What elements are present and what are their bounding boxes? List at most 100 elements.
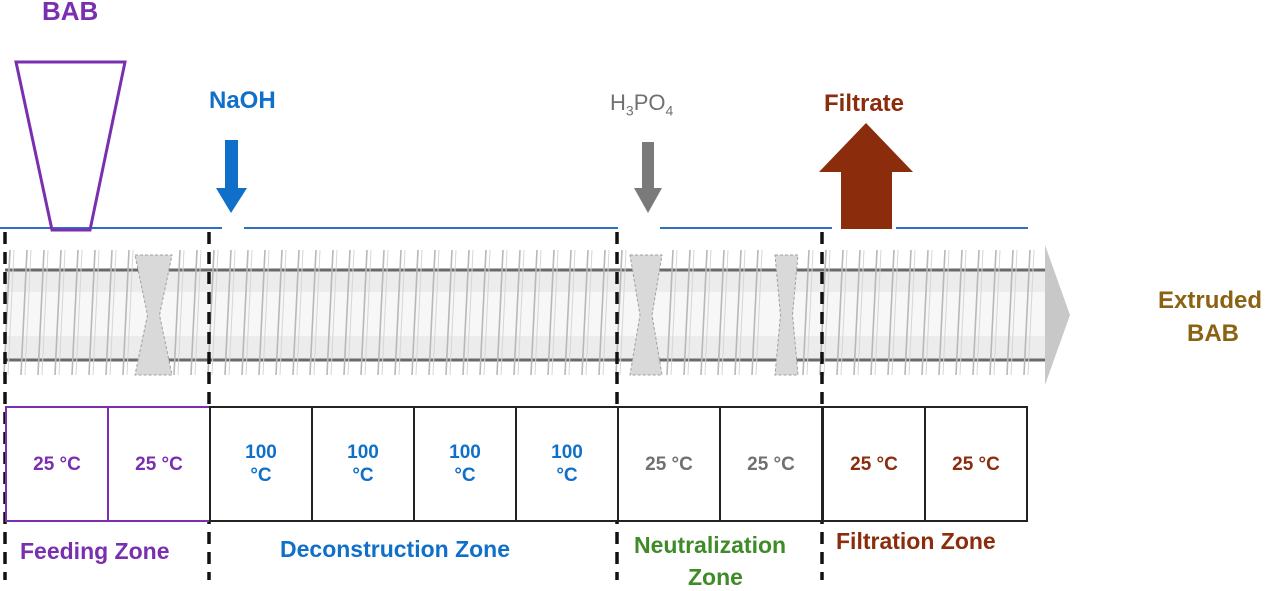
screw-flight-edge [177, 249, 185, 376]
screw-flight [870, 249, 878, 376]
screw-flight [734, 249, 742, 376]
temp-value: 100 °C [245, 442, 277, 486]
temp-cell-3: 100 °C [209, 406, 313, 522]
screw-flight-edge [976, 249, 984, 376]
screw-flight-edge [194, 249, 202, 376]
naoh-label: NaOH [209, 87, 276, 114]
screw-flight-edge [483, 249, 491, 376]
screw-flight-edge [449, 249, 457, 376]
zone-separators [3, 232, 824, 580]
screw-flight [309, 249, 317, 376]
screw-flight [1006, 249, 1014, 376]
screw-flight-edge [1027, 249, 1035, 376]
screw-flight-edge [857, 249, 865, 376]
screw-flight-edge [602, 249, 610, 376]
screw-flight [292, 249, 300, 376]
screw-flight-edge [466, 249, 474, 376]
screw-flight-edge [41, 249, 49, 376]
screw-flight [411, 249, 419, 376]
screw-flight-edge [738, 249, 746, 376]
screw-flight-edge [279, 249, 287, 376]
screw-flight [530, 249, 538, 376]
h3po4-po: PO [633, 90, 666, 115]
screw-flight-edge [211, 249, 219, 376]
temp-value: 100 °C [551, 442, 583, 486]
screw-flight [54, 249, 62, 376]
extruded-label-line2: BAB [1187, 320, 1239, 347]
screw-flight-edge [551, 249, 559, 376]
h3po4-label: H3PO4 [610, 90, 673, 118]
screw-flight [479, 249, 487, 376]
screw-flight-edge [806, 249, 814, 376]
screw-flight [598, 249, 606, 376]
filtrate-outlet-arrow [819, 123, 913, 229]
screw-flight-edge [823, 249, 831, 376]
screw-flight-edge [245, 249, 253, 376]
screw-flight [20, 249, 28, 376]
screw-flight-edge [568, 249, 576, 376]
screw-flight [751, 249, 759, 376]
screw-flight [1023, 249, 1031, 376]
screw-flight [241, 249, 249, 376]
screw-flight [71, 249, 79, 376]
temp-cell-4: 100 °C [311, 406, 415, 522]
screw-flight-edge [58, 249, 66, 376]
screw-flight [989, 249, 997, 376]
temp-value: 100 °C [347, 442, 379, 486]
screw-flight-edge [500, 249, 508, 376]
screw-flight [802, 249, 810, 376]
screw-flight-edge [7, 249, 15, 376]
zone-label-neutralization-line1: Neutralization [634, 532, 787, 558]
screw-flight [445, 249, 453, 376]
screw-flight [955, 249, 963, 376]
screw-flight-edge [687, 249, 695, 376]
screw-flight [717, 249, 725, 376]
screw-flight-edge [228, 249, 236, 376]
screw-tip [1045, 245, 1070, 385]
screw-flight [190, 249, 198, 376]
filtrate-label: Filtrate [824, 90, 905, 117]
screw-flight-edge [313, 249, 321, 376]
kneading-block [629, 254, 663, 376]
screw-flight-edge [415, 249, 423, 376]
screw-flight [326, 249, 334, 376]
screw-flight-edge [432, 249, 440, 376]
h3po4-sub4: 4 [665, 102, 674, 119]
screw-flight [377, 249, 385, 376]
screw-flight-edge [925, 249, 933, 376]
screw-flight [513, 249, 521, 376]
screw-flight [105, 249, 113, 376]
screw-flight-edge [24, 249, 32, 376]
screw-flight-edge [1010, 249, 1018, 376]
temp-value: 25 °C [645, 453, 693, 475]
feed-hopper [14, 60, 127, 232]
screw-flight [88, 249, 96, 376]
screw-flight-edge [908, 249, 916, 376]
temp-cell-7: 25 °C [617, 406, 721, 522]
extruded-label-line1: Extruded [1158, 287, 1263, 314]
screw-flight-edge [92, 249, 100, 376]
screw-flight-edge [296, 249, 304, 376]
screw-flight-edge [840, 249, 848, 376]
temp-value: 100 °C [449, 442, 481, 486]
screw-flight [275, 249, 283, 376]
screw-flight-edge [534, 249, 542, 376]
temp-cell-9: 25 °C [822, 406, 926, 522]
screw-flight [462, 249, 470, 376]
h3po4-inlet-arrow [634, 142, 662, 213]
temp-value: 25 °C [33, 453, 81, 475]
screw-flight [547, 249, 555, 376]
screw-flight [122, 249, 130, 376]
screw-flight-edge [670, 249, 678, 376]
temp-value: 25 °C [850, 453, 898, 475]
temp-cell-5: 100 °C [413, 406, 517, 522]
kneading-blocks [134, 254, 799, 376]
screw-flight-edge [585, 249, 593, 376]
screw-flight-edge [755, 249, 763, 376]
screw-flight [360, 249, 368, 376]
temp-cell-2: 25 °C [107, 406, 211, 522]
zone-label-filtration: Filtration Zone [836, 528, 996, 554]
screw-flight-edge [874, 249, 882, 376]
